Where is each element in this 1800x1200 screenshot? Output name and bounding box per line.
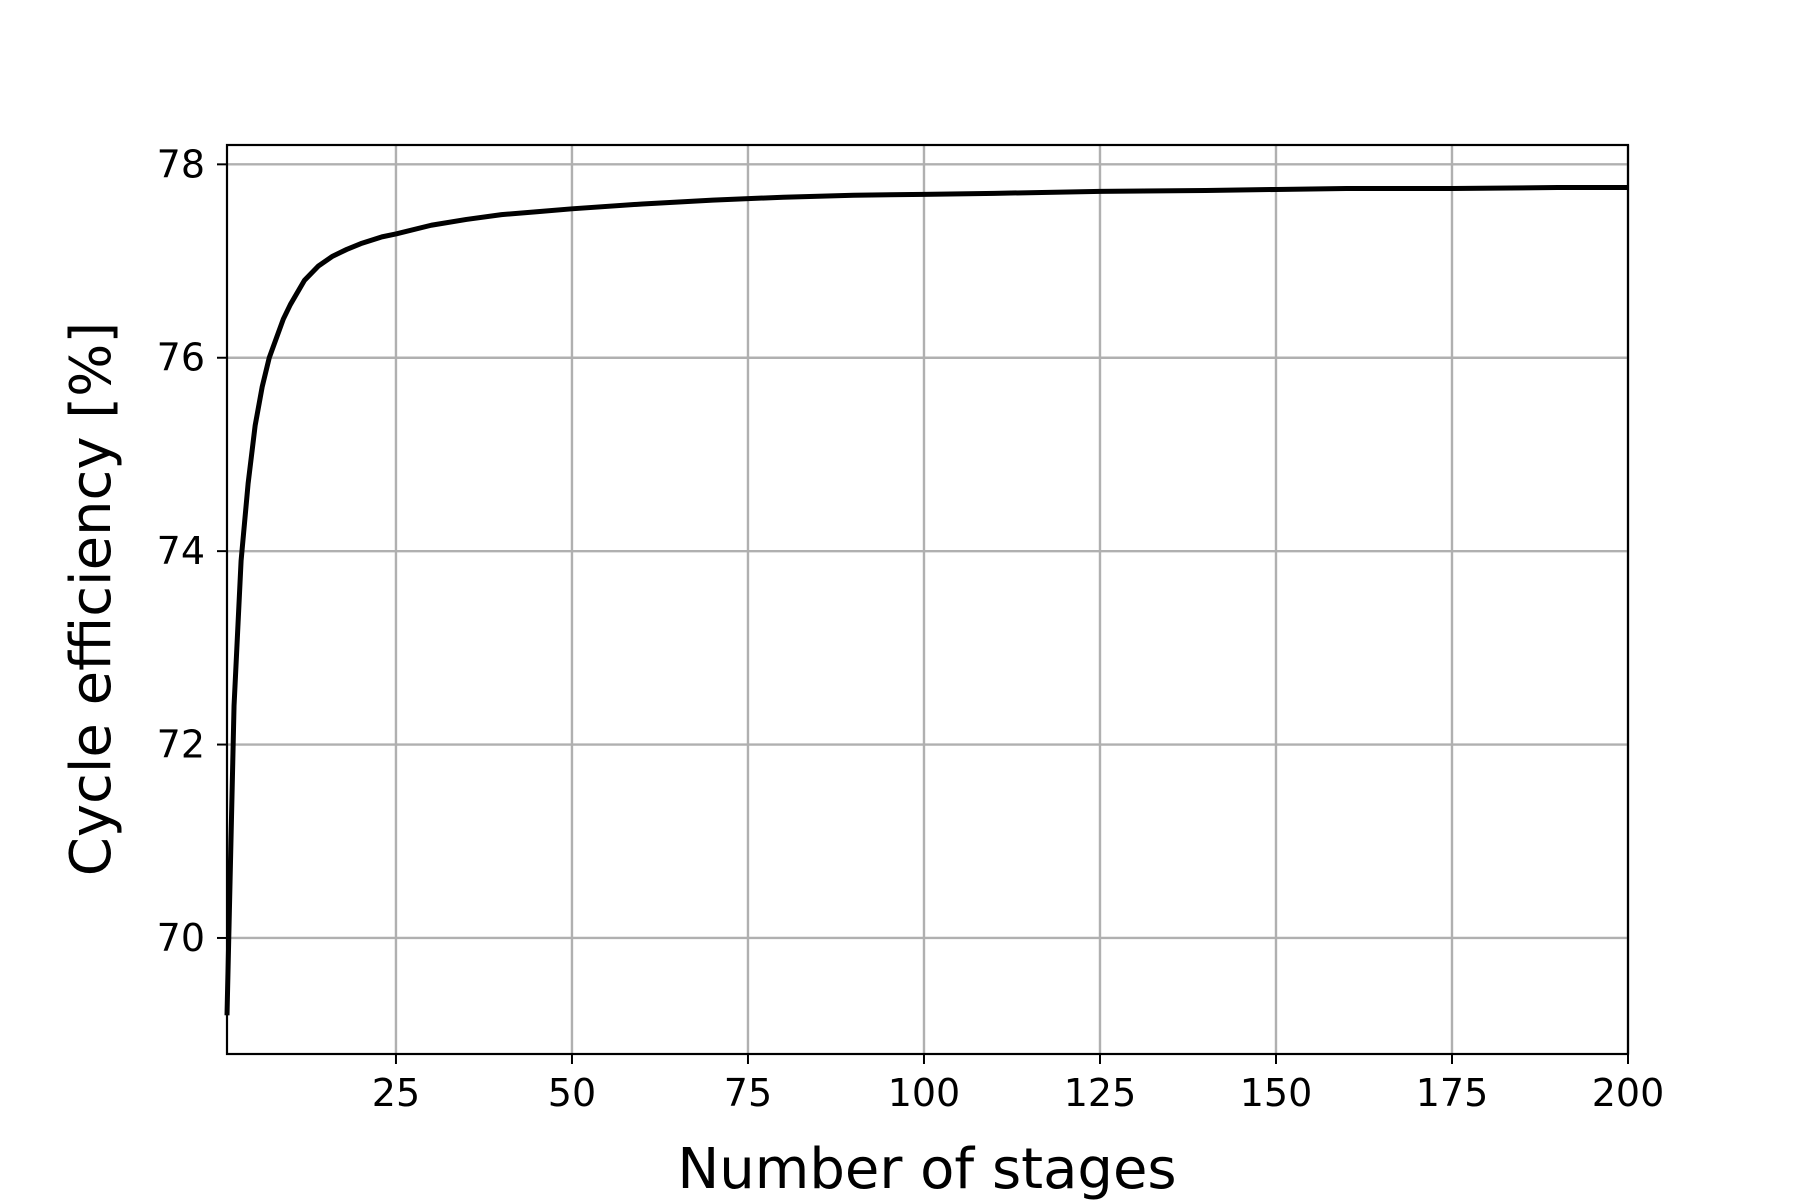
- plot-frame: [225, 143, 1630, 1056]
- x-tick-label-25: 25: [372, 1071, 420, 1115]
- x-tick-label-100: 100: [888, 1071, 961, 1115]
- x-tick-label-75: 75: [724, 1071, 772, 1115]
- x-axis-label: Number of stages: [677, 1137, 1176, 1200]
- y-tick-label-76: 76: [157, 336, 205, 380]
- x-tick-label-125: 125: [1064, 1071, 1137, 1115]
- y-tick-label-74: 74: [157, 529, 205, 573]
- y-tick-label-72: 72: [157, 723, 205, 767]
- grid-layer: [227, 145, 1630, 1054]
- y-axis-label: Cycle efficiency [%]: [59, 322, 124, 876]
- x-tick-label-200: 200: [1592, 1071, 1665, 1115]
- tick-layer: 25 50 75 100 125 150 175 200 70 72 74 76 78: [157, 142, 1665, 1115]
- x-tick-label-50: 50: [548, 1071, 596, 1115]
- x-tick-label-150: 150: [1240, 1071, 1313, 1115]
- y-tick-label-78: 78: [157, 142, 205, 186]
- y-tick-label-70: 70: [157, 916, 205, 960]
- series-line-0: [224, 185, 1628, 1016]
- line-layer: [224, 185, 1628, 1016]
- x-tick-label-175: 175: [1416, 1071, 1489, 1115]
